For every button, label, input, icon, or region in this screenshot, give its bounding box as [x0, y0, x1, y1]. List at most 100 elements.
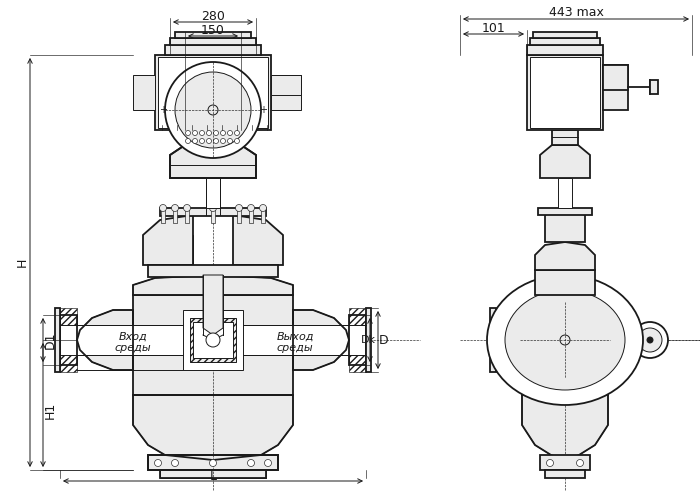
Polygon shape	[203, 275, 223, 335]
Text: +: +	[259, 105, 267, 115]
Bar	[148, 455, 278, 470]
Circle shape	[214, 139, 218, 143]
Circle shape	[206, 333, 220, 347]
Bar	[496, 308, 522, 372]
Bar	[60, 308, 77, 372]
Bar	[527, 45, 603, 55]
Circle shape	[234, 131, 239, 136]
Bar	[558, 178, 572, 208]
Ellipse shape	[487, 275, 643, 405]
Polygon shape	[540, 145, 590, 178]
Bar	[173, 208, 177, 223]
Circle shape	[647, 337, 653, 343]
Polygon shape	[60, 315, 77, 365]
Text: 443 max: 443 max	[549, 6, 603, 20]
Circle shape	[235, 205, 242, 211]
Bar	[545, 470, 585, 478]
Bar	[603, 65, 628, 110]
Polygon shape	[535, 242, 595, 270]
Polygon shape	[233, 235, 278, 265]
Polygon shape	[143, 215, 193, 265]
Circle shape	[228, 131, 232, 136]
Polygon shape	[500, 315, 522, 365]
Polygon shape	[148, 235, 193, 265]
Bar	[193, 322, 233, 358]
Polygon shape	[538, 208, 592, 215]
Polygon shape	[133, 395, 293, 460]
Polygon shape	[552, 130, 578, 145]
Circle shape	[186, 131, 190, 136]
Bar	[155, 55, 271, 130]
Polygon shape	[490, 308, 496, 372]
Circle shape	[206, 131, 211, 136]
Bar	[271, 75, 301, 95]
Bar	[213, 325, 366, 355]
Bar	[530, 57, 600, 128]
Circle shape	[206, 139, 211, 143]
Bar	[160, 470, 266, 478]
Bar	[160, 470, 266, 478]
Bar	[148, 455, 278, 470]
Text: H: H	[15, 257, 29, 267]
Circle shape	[248, 205, 255, 211]
Polygon shape	[55, 308, 60, 372]
Circle shape	[214, 131, 218, 136]
Bar	[261, 208, 265, 223]
Circle shape	[186, 139, 190, 143]
Bar	[237, 208, 241, 223]
Circle shape	[175, 72, 251, 148]
Circle shape	[265, 459, 272, 466]
Circle shape	[547, 459, 554, 466]
Text: Вход
среды: Вход среды	[115, 331, 151, 353]
Circle shape	[260, 205, 267, 211]
Circle shape	[193, 139, 197, 143]
Bar	[271, 75, 301, 110]
Bar	[183, 310, 243, 370]
Circle shape	[155, 459, 162, 466]
Bar	[170, 38, 256, 45]
Bar	[211, 208, 215, 223]
Circle shape	[234, 139, 239, 143]
Bar	[206, 178, 220, 208]
Circle shape	[183, 205, 190, 211]
Polygon shape	[77, 310, 133, 370]
Circle shape	[193, 131, 197, 136]
Bar	[185, 208, 189, 223]
Text: 280: 280	[201, 9, 225, 23]
Circle shape	[209, 459, 216, 466]
Text: 101: 101	[482, 22, 506, 35]
Bar	[527, 55, 603, 130]
Text: Выход
среды: Выход среды	[276, 331, 314, 353]
Circle shape	[199, 131, 204, 136]
Circle shape	[160, 205, 167, 211]
Polygon shape	[185, 130, 241, 145]
Circle shape	[248, 459, 255, 466]
Polygon shape	[522, 395, 608, 460]
Bar	[530, 38, 600, 45]
Text: Dk: Dk	[360, 335, 375, 345]
Bar	[535, 270, 595, 295]
Polygon shape	[233, 215, 283, 265]
Circle shape	[208, 105, 218, 115]
Polygon shape	[293, 310, 349, 370]
Polygon shape	[366, 308, 371, 372]
Bar	[158, 57, 268, 128]
Text: 150: 150	[201, 24, 225, 36]
Polygon shape	[170, 145, 256, 178]
Circle shape	[638, 328, 662, 352]
Text: H1: H1	[43, 401, 57, 419]
Bar	[161, 208, 165, 223]
Text: +: +	[159, 105, 167, 115]
Text: D1: D1	[43, 331, 57, 349]
Bar	[190, 318, 236, 362]
Text: D: D	[379, 333, 389, 347]
Bar	[522, 295, 608, 395]
Text: L: L	[209, 470, 216, 484]
Bar	[603, 65, 628, 90]
Bar	[133, 295, 293, 395]
Circle shape	[228, 139, 232, 143]
Polygon shape	[349, 315, 366, 365]
Circle shape	[209, 205, 216, 211]
Circle shape	[220, 131, 225, 136]
Bar	[175, 32, 251, 38]
